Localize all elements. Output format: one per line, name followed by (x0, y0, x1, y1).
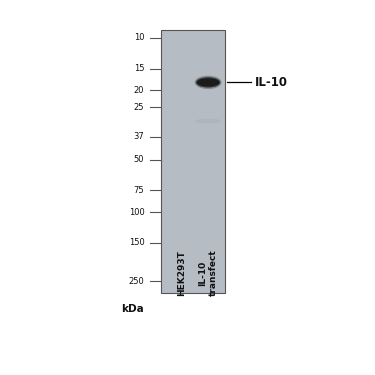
Text: HEK293T: HEK293T (177, 251, 186, 296)
Bar (161, 30, 225, 292)
Ellipse shape (196, 77, 220, 88)
Ellipse shape (195, 76, 222, 89)
Text: 20: 20 (134, 86, 144, 95)
Text: kDa: kDa (122, 304, 144, 314)
Text: 150: 150 (129, 238, 144, 247)
Text: 100: 100 (129, 207, 144, 216)
Ellipse shape (197, 78, 219, 87)
Text: 50: 50 (134, 155, 144, 164)
Text: 15: 15 (134, 64, 144, 73)
Ellipse shape (195, 119, 221, 123)
Text: 25: 25 (134, 103, 144, 112)
Text: 75: 75 (134, 186, 144, 195)
Text: IL-10
transfect: IL-10 transfect (198, 249, 218, 296)
Text: 37: 37 (134, 132, 144, 141)
Text: IL-10: IL-10 (255, 76, 288, 89)
Text: 250: 250 (129, 277, 144, 286)
Text: 10: 10 (134, 33, 144, 42)
